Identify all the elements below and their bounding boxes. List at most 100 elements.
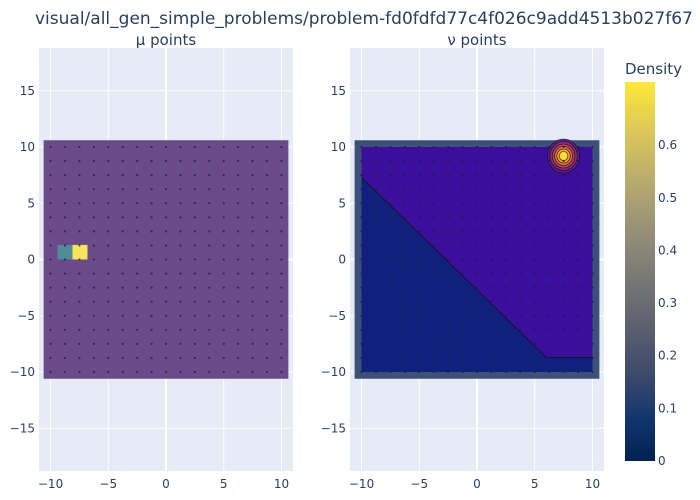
point-marker <box>136 370 139 374</box>
point-marker <box>251 328 254 331</box>
point-marker <box>519 202 522 205</box>
point-marker <box>403 174 406 177</box>
point-marker <box>222 244 225 247</box>
point-marker <box>591 174 594 177</box>
point-marker <box>461 258 464 261</box>
point-marker <box>475 328 479 331</box>
point-marker <box>222 314 225 317</box>
point-marker <box>519 244 522 247</box>
point-marker <box>179 370 182 374</box>
point-marker <box>403 244 406 247</box>
point-marker <box>164 258 168 261</box>
point-marker <box>208 230 211 233</box>
point-marker <box>92 300 95 303</box>
point-marker <box>447 230 450 233</box>
point-marker <box>389 216 392 219</box>
point-marker <box>360 328 363 331</box>
point-marker <box>136 272 139 275</box>
y-tick-label: 0 <box>338 253 346 267</box>
point-marker <box>237 314 240 317</box>
y-tick-label: −15 <box>10 421 35 435</box>
point-marker <box>164 342 168 345</box>
y-tick-label: 15 <box>331 84 346 98</box>
point-marker <box>533 272 536 275</box>
point-marker <box>490 356 493 360</box>
point-marker <box>265 356 269 360</box>
point-marker <box>208 300 211 303</box>
point-marker <box>432 370 435 374</box>
point-marker <box>49 314 52 317</box>
point-marker <box>432 145 435 149</box>
point-marker <box>591 216 594 219</box>
point-marker <box>360 286 363 289</box>
point-marker <box>63 314 67 317</box>
point-marker <box>490 230 493 233</box>
point-marker <box>389 202 392 205</box>
point-marker <box>208 174 211 177</box>
point-marker <box>78 272 81 275</box>
point-marker <box>193 328 196 331</box>
point-marker <box>222 300 225 303</box>
point-marker <box>49 342 52 345</box>
point-marker <box>78 286 81 289</box>
point-marker <box>63 342 67 345</box>
point-marker <box>208 188 211 191</box>
point-marker <box>548 300 551 303</box>
point-marker <box>164 159 168 163</box>
point-marker <box>208 314 211 317</box>
point-marker <box>490 314 493 317</box>
point-marker <box>461 370 464 374</box>
point-marker <box>107 145 110 149</box>
point-marker <box>265 145 269 149</box>
point-marker <box>150 159 153 163</box>
point-marker <box>92 272 95 275</box>
point-marker <box>447 244 450 247</box>
point-marker <box>389 258 392 261</box>
point-marker <box>533 159 536 163</box>
point-marker <box>403 328 406 331</box>
point-marker <box>208 356 211 360</box>
point-marker <box>504 370 507 374</box>
point-marker <box>576 272 580 275</box>
point-marker <box>374 188 378 191</box>
point-marker <box>63 159 67 163</box>
point-marker <box>150 202 153 205</box>
point-marker <box>78 300 81 303</box>
point-marker <box>251 356 254 360</box>
point-marker <box>418 258 421 261</box>
point-marker <box>107 286 110 289</box>
point-marker <box>548 356 551 360</box>
point-marker <box>193 342 196 345</box>
point-marker <box>150 272 153 275</box>
point-marker <box>461 272 464 275</box>
point-marker <box>360 370 363 374</box>
point-marker <box>576 216 580 219</box>
point-marker <box>136 300 139 303</box>
point-marker <box>403 188 406 191</box>
point-marker <box>360 174 363 177</box>
point-marker <box>374 300 378 303</box>
point-marker <box>280 314 283 317</box>
point-marker <box>251 258 254 261</box>
density-peak <box>547 138 580 174</box>
point-marker <box>92 159 95 163</box>
point-marker <box>63 230 67 233</box>
point-marker <box>504 202 507 205</box>
point-marker <box>403 286 406 289</box>
point-marker <box>208 342 211 345</box>
x-tick-label: 5 <box>531 477 539 491</box>
x-tick-label: 10 <box>585 477 600 491</box>
point-marker <box>403 159 406 163</box>
point-marker <box>280 356 283 360</box>
point-marker <box>432 258 435 261</box>
point-marker <box>49 328 52 331</box>
point-marker <box>562 230 565 233</box>
point-marker <box>78 356 81 360</box>
point-marker <box>562 244 565 247</box>
point-marker <box>222 342 225 345</box>
point-marker <box>179 356 182 360</box>
point-marker <box>389 370 392 374</box>
point-marker <box>461 286 464 289</box>
colorbar-title: Density <box>625 60 682 78</box>
point-marker <box>237 159 240 163</box>
